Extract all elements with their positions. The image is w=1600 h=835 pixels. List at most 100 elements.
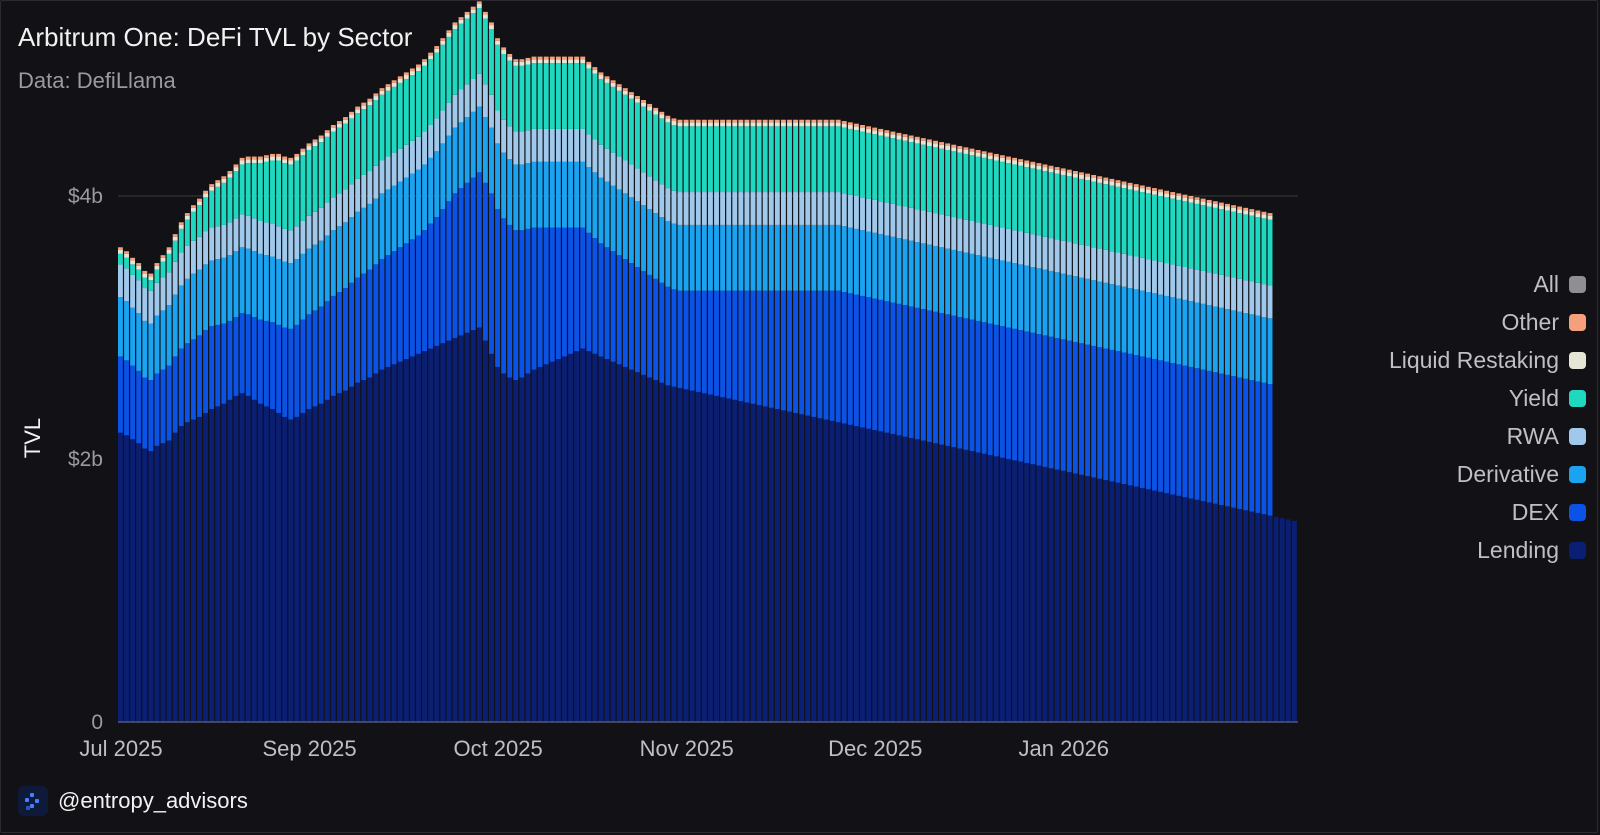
- bar-liquid-restaking-50: [422, 61, 427, 66]
- legend-item-dex[interactable]: DEX: [1306, 493, 1586, 531]
- bar-liquid-restaking-52: [434, 48, 440, 53]
- legend-item-derivative[interactable]: Derivative: [1306, 455, 1586, 493]
- bar-lending-157: [1072, 473, 1078, 722]
- bar-rwa-172: [1164, 263, 1170, 296]
- bar-derivative-48: [409, 173, 415, 240]
- bar-liquid-restaking-44: [385, 86, 391, 91]
- bar-dex-111: [793, 290, 799, 413]
- bar-yield-125: [878, 135, 884, 202]
- bar-lending-143: [987, 455, 993, 722]
- bar-rwa-3: [136, 280, 142, 314]
- bar-derivative-182: [1225, 309, 1230, 375]
- bar-liquid-restaking-63: [501, 50, 507, 54]
- bar-rwa-129: [902, 206, 908, 240]
- bar-rwa-176: [1188, 268, 1194, 302]
- bar-yield-97: [708, 126, 713, 193]
- bar-yield-6: [154, 269, 160, 283]
- bar-rwa-82: [616, 156, 622, 190]
- bar-other-4: [142, 270, 148, 274]
- bar-liquid-restaking-36: [336, 123, 342, 128]
- bar-other-169: [1145, 186, 1151, 190]
- bar-dex-66: [519, 230, 525, 378]
- bar-derivative-63: [501, 152, 507, 219]
- bar-other-3: [136, 263, 142, 266]
- bar-rwa-84: [628, 164, 634, 198]
- legend-item-rwa[interactable]: RWA: [1306, 417, 1586, 455]
- bar-rwa-65: [513, 131, 519, 165]
- bar-other-2: [130, 257, 136, 261]
- bar-rwa-26: [276, 226, 282, 260]
- bar-derivative-25: [270, 256, 275, 323]
- bar-yield-107: [768, 126, 774, 193]
- bar-other-30: [300, 148, 306, 152]
- bar-liquid-restaking-161: [1097, 178, 1103, 183]
- bar-yield-50: [422, 65, 427, 132]
- bar-rwa-67: [525, 130, 531, 164]
- bar-liquid-restaking-111: [793, 122, 799, 127]
- bar-rwa-185: [1243, 280, 1249, 314]
- bar-other-85: [635, 96, 640, 99]
- bar-other-162: [1103, 177, 1109, 181]
- bar-rwa-157: [1072, 243, 1078, 277]
- bar-rwa-10: [178, 252, 184, 286]
- bar-derivative-94: [689, 224, 695, 291]
- bar-yield-37: [343, 123, 348, 190]
- bar-dex-165: [1121, 352, 1127, 484]
- bar-yield-52: [434, 52, 440, 119]
- legend-item-all[interactable]: All: [1306, 265, 1586, 303]
- bar-other-97: [708, 119, 713, 123]
- bar-other-126: [884, 130, 890, 133]
- bar-derivative-13: [197, 269, 202, 336]
- bar-liquid-restaking-174: [1176, 196, 1182, 200]
- bar-liquid-restaking-64: [507, 56, 513, 61]
- bar-other-185: [1243, 207, 1249, 211]
- bar-lending-27: [282, 416, 288, 722]
- bar-yield-70: [543, 63, 549, 129]
- bar-liquid-restaking-104: [750, 122, 756, 127]
- legend-item-lending[interactable]: Lending: [1306, 531, 1586, 569]
- bar-liquid-restaking-168: [1139, 188, 1145, 193]
- bar-dex-103: [744, 290, 750, 403]
- bar-yield-104: [750, 126, 756, 193]
- bar-derivative-44: [385, 189, 391, 256]
- bar-lending-30: [300, 412, 306, 722]
- bar-yield-83: [622, 94, 628, 161]
- bar-liquid-restaking-65: [513, 61, 519, 66]
- bar-rwa-71: [549, 128, 555, 162]
- bar-liquid-restaking-117: [829, 122, 835, 127]
- bar-dex-50: [422, 230, 427, 352]
- bar-other-166: [1127, 182, 1133, 186]
- legend-item-liquid-restaking[interactable]: Liquid Restaking: [1306, 341, 1586, 379]
- bar-rwa-51: [428, 124, 434, 158]
- bar-derivative-65: [513, 164, 519, 231]
- bar-liquid-restaking-154: [1054, 169, 1060, 174]
- bar-lending-32: [312, 406, 318, 722]
- bar-derivative-118: [835, 224, 841, 291]
- bar-other-31: [306, 143, 312, 147]
- legend-item-other[interactable]: Other: [1306, 303, 1586, 341]
- bar-rwa-144: [993, 226, 999, 260]
- bar-liquid-restaking-73: [562, 59, 567, 64]
- bar-lending-97: [708, 394, 713, 722]
- bar-lending-132: [920, 440, 926, 722]
- bar-derivative-156: [1066, 274, 1072, 341]
- bar-dex-169: [1145, 357, 1151, 490]
- bar-rwa-45: [391, 152, 397, 186]
- bar-liquid-restaking-160: [1091, 177, 1097, 182]
- bar-yield-56: [458, 23, 464, 90]
- bar-other-143: [987, 152, 993, 156]
- bar-liquid-restaking-101: [732, 122, 738, 127]
- bar-liquid-restaking-157: [1072, 173, 1078, 178]
- bar-dex-71: [549, 227, 555, 362]
- legend-item-yield[interactable]: Yield: [1306, 379, 1586, 417]
- bar-rwa-54: [446, 102, 452, 136]
- bar-other-0: [118, 247, 123, 250]
- bar-lending-184: [1237, 508, 1243, 722]
- entropy-logo-icon: [18, 786, 48, 816]
- bar-other-176: [1188, 196, 1194, 199]
- bar-other-149: [1024, 160, 1030, 164]
- bar-other-104: [750, 119, 756, 123]
- bar-other-125: [878, 128, 884, 132]
- bar-derivative-124: [872, 232, 878, 299]
- bar-rwa-130: [908, 207, 914, 241]
